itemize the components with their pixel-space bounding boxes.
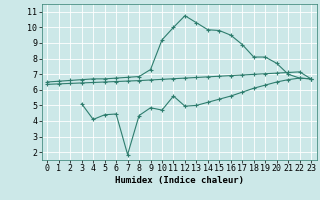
X-axis label: Humidex (Indice chaleur): Humidex (Indice chaleur) bbox=[115, 176, 244, 185]
